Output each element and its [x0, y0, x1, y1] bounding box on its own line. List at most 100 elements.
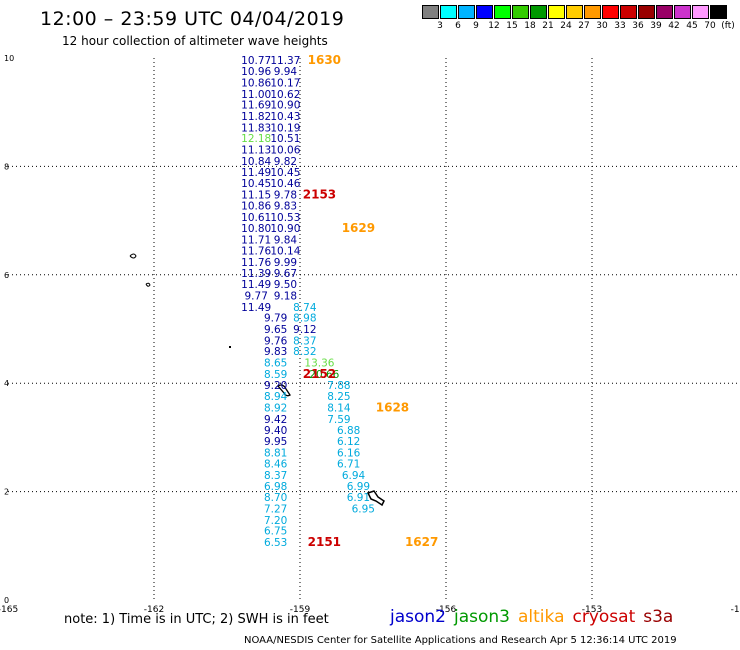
island-outline	[129, 253, 137, 259]
colorbar-label: 24	[560, 21, 572, 31]
swh-value-label: 9.78	[274, 190, 297, 202]
colorbar-label: 33	[614, 21, 626, 31]
swh-value-label: 6.95	[352, 503, 375, 515]
swh-value-label: 6.53	[264, 537, 287, 549]
swh-value-label: 9.79	[264, 313, 287, 325]
swh-value-label: 11.49	[241, 302, 271, 314]
y-tick-label: 2	[4, 488, 9, 497]
colorbar-swatch	[548, 5, 565, 19]
swh-value-label: 6.91	[347, 492, 370, 504]
legend-altika: altika	[518, 607, 565, 627]
colorbar-swatch	[440, 5, 457, 19]
swh-value-label: 9.50	[274, 279, 297, 291]
units-note: note: 1) Time is in UTC; 2) SWH is in fe…	[64, 612, 329, 627]
colorbar-label: 18	[524, 21, 536, 31]
swh-value-label: 11.76	[241, 257, 271, 269]
colorbar-label: (ft)	[721, 21, 735, 31]
swh-value-label: 8.65	[264, 358, 287, 370]
swh-value-label: 9.18	[274, 290, 297, 302]
colorbar-swatch	[584, 5, 601, 19]
colorbar-label: 9	[473, 21, 479, 31]
swh-value-label: 9.99	[274, 257, 297, 269]
swh-value-label: 10.90	[270, 100, 300, 112]
swh-value-label: 7.59	[327, 414, 350, 426]
swh-value-label: 9.83	[264, 346, 287, 358]
x-tick-label: -165	[0, 605, 18, 615]
swh-value-label: 11.76	[241, 245, 271, 257]
colorbar-swatch	[620, 5, 637, 19]
swh-value-label: 11.39	[241, 268, 271, 280]
legend-s3a: s3a	[643, 607, 674, 627]
swh-value-label: 8.14	[327, 403, 351, 415]
swh-value-label: 10.45	[270, 167, 300, 179]
swh-value-label: 10.19	[270, 122, 300, 134]
swh-value-label: 6.75	[264, 526, 287, 538]
x-tick-label: -162	[144, 605, 164, 615]
swh-value-label: 11.82	[241, 111, 271, 123]
swh-value-label: 10.53	[270, 212, 300, 224]
x-tick-label: -153	[582, 605, 602, 615]
swh-value-label: 9.67	[274, 268, 297, 280]
swh-value-label: 11.15	[241, 190, 271, 202]
colorbar-label: 6	[455, 21, 461, 31]
swh-value-label: 6.94	[342, 470, 366, 482]
colorbar-label: 36	[632, 21, 644, 31]
swh-value-label: 11.49	[241, 279, 271, 291]
colorbar-swatch	[710, 5, 727, 19]
colorbar-label: 39	[650, 21, 662, 31]
colorbar-label: 21	[542, 21, 554, 31]
colorbar-swatch	[638, 5, 655, 19]
swh-value-label: 9.40	[264, 425, 287, 437]
swh-value-label: 8.81	[264, 448, 287, 460]
colorbar-label: 45	[686, 21, 698, 31]
swh-value-label: 8.59	[264, 369, 287, 381]
swh-value-label: 8.37	[264, 470, 287, 482]
y-tick-label: 10	[4, 54, 14, 63]
swh-value-label: 8.94	[264, 391, 288, 403]
chart-title: 12:00 – 23:59 UTC 04/04/2019	[40, 8, 345, 30]
x-tick-label: -156	[436, 605, 457, 615]
pass-time-label: 1629	[342, 221, 375, 235]
swh-value-label: 20.66	[309, 369, 339, 381]
satellite-legend: jason2 jason3 altika cryosat s3a	[390, 607, 681, 627]
swh-value-label: 8.25	[327, 391, 350, 403]
legend-jason3: jason3	[454, 607, 510, 627]
swh-value-label: 11.71	[241, 235, 271, 247]
pass-time-label: 1630	[308, 53, 341, 67]
island-outline	[277, 384, 291, 397]
swh-value-label: 8.98	[293, 313, 316, 325]
colorbar-label: 12	[488, 21, 500, 31]
swh-value-label: 9.20	[264, 380, 287, 392]
swh-value-label: 9.12	[293, 324, 316, 336]
swh-value-label: 10.61	[241, 212, 271, 224]
swh-value-label: 10.45	[241, 178, 271, 190]
colorbar-label: 15	[506, 21, 518, 31]
swh-value-label: 7.27	[264, 503, 287, 515]
colorbar-swatch	[566, 5, 583, 19]
credit-line: NOAA/NESDIS Center for Satellite Applica…	[244, 635, 677, 646]
colorbar-label: 30	[596, 21, 608, 31]
swh-value-label: 10.46	[270, 178, 300, 190]
colorbar-label: 3	[437, 21, 443, 31]
swh-value-label: 8.92	[264, 403, 287, 415]
swh-value-label: 9.42	[264, 414, 287, 426]
colorbar-label: 42	[668, 21, 680, 31]
swh-value-label: 10.51	[270, 133, 300, 145]
swh-value-label: 11.49	[241, 167, 271, 179]
legend-jason2: jason2	[390, 607, 446, 627]
colorbar-swatch	[530, 5, 547, 19]
colorbar-swatch	[656, 5, 673, 19]
swh-value-label: 10.80	[241, 223, 271, 235]
swh-value-label: 8.32	[293, 346, 316, 358]
island-outline	[229, 346, 231, 348]
swh-value-label: 10.77	[241, 55, 271, 67]
chart-subtitle: 12 hour collection of altimeter wave hei…	[62, 34, 328, 48]
y-tick-label: 4	[4, 379, 9, 388]
colorbar-swatch	[494, 5, 511, 19]
swh-value-label: 10.84	[241, 156, 271, 168]
swh-value-label: 9.94	[274, 66, 298, 78]
colorbar-label: 27	[578, 21, 590, 31]
swh-value-label: 9.84	[274, 235, 298, 247]
x-tick-label: -159	[290, 605, 311, 615]
